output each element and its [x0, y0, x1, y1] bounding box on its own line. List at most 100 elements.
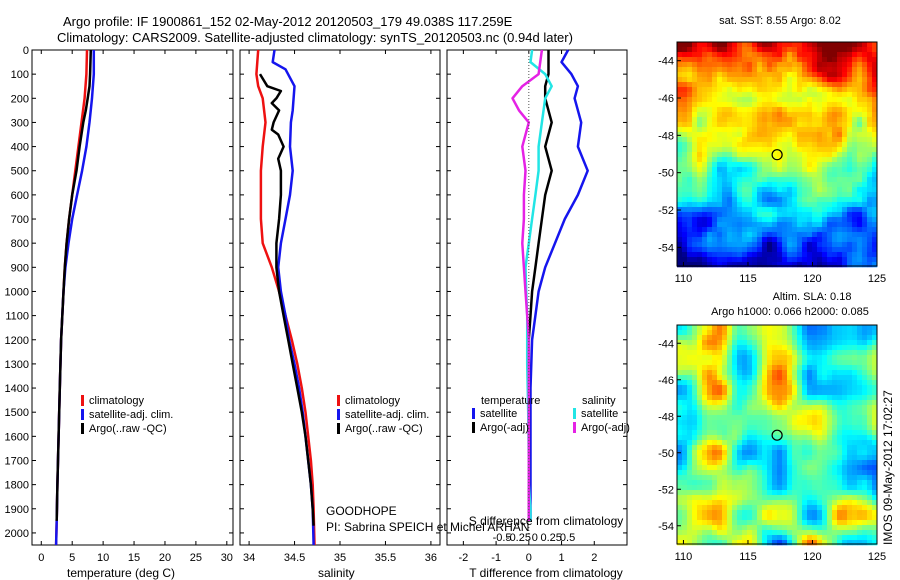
- sst-map-xtick-label: 125: [868, 273, 886, 285]
- depth-tick-label: 1000: [5, 286, 29, 298]
- depth-tick-label: 700: [11, 214, 29, 226]
- difference-xtick-label: 0: [526, 552, 532, 564]
- sla-map-panel: 110 115 120 125 -44 -46 -48 -50 -52 -54: [658, 324, 886, 563]
- sla-map-xtick-label: 110: [675, 551, 693, 563]
- depth-tick-label: 1400: [5, 383, 29, 395]
- temperature-xtick-label: 10: [97, 552, 109, 564]
- difference-frame: [446, 49, 628, 546]
- sla-map-xtick-label: 115: [739, 551, 757, 563]
- temperature-xlabel: temperature (deg C): [67, 566, 175, 580]
- sla-title-line1: Altim. SLA: 0.18: [773, 291, 852, 303]
- depth-tick-label: 2000: [5, 528, 29, 540]
- difference-s-tick-label: 0: [532, 532, 538, 544]
- sla-map-ytick-label: -52: [658, 484, 674, 496]
- temperature-legend-label: climatology: [89, 395, 145, 407]
- sst-map-argo-marker: [771, 149, 783, 161]
- salinity-xlabel: salinity: [318, 566, 355, 580]
- salinity-legend-label: Argo(..raw -QC): [345, 423, 423, 435]
- sst-map-ytick-label: -54: [658, 242, 674, 254]
- difference-series-magenta: [511, 49, 544, 521]
- difference-legend-swatch: [472, 422, 475, 433]
- temperature-frame: [31, 49, 234, 546]
- imos-stamp: IMOS 09-May-2012 17:02:27: [881, 390, 895, 545]
- difference-legend-label: Argo(-adj): [480, 422, 529, 434]
- temperature-legend-label: satellite-adj. clim.: [89, 409, 173, 421]
- temperature-legend-swatch: [81, 409, 84, 420]
- salinity-legend-label: climatology: [345, 395, 401, 407]
- temperature-xtick-label: 20: [159, 552, 171, 564]
- sla-map-frame: [676, 324, 878, 545]
- sst-map-xtick-label: 110: [675, 273, 693, 285]
- difference-s-tick-label: 0.5: [560, 532, 575, 544]
- salinity-legend-swatch: [337, 423, 340, 434]
- difference-s-tick-label: -0.5: [493, 532, 512, 544]
- difference-legend-label: satellite: [581, 408, 618, 420]
- depth-tick-label: 800: [11, 238, 29, 250]
- temperature-series-black: [55, 49, 93, 521]
- sla-map-xtick-label: 125: [868, 551, 886, 563]
- temperature-xtick-label: 25: [190, 552, 202, 564]
- difference-s-tick-label: -0.25: [506, 532, 531, 544]
- sst-map-ytick-label: -46: [658, 93, 674, 105]
- difference-legend-swatch: [472, 408, 475, 419]
- salinity-xtick-label: 36: [425, 552, 437, 564]
- depth-tick-label: 600: [11, 190, 29, 202]
- sst-map-panel: 110 115 120 125 -44 -46 -48 -50 -52 -54: [658, 41, 886, 285]
- salinity-xtick-label: 34: [243, 552, 255, 564]
- temperature-legend-swatch: [81, 423, 84, 434]
- salinity-series-blue: [271, 49, 315, 546]
- salinity-series-black: [258, 73, 315, 526]
- sst-map-cells: [677, 42, 878, 268]
- difference-legend-label: Argo(-adj): [581, 422, 630, 434]
- sla-map-argo-marker: [771, 429, 783, 441]
- depth-tick-label: 500: [11, 166, 29, 178]
- depth-tick-label: 1500: [5, 407, 29, 419]
- sla-map-ytick-label: -44: [658, 338, 674, 350]
- temperature-xtick-label: 15: [128, 552, 140, 564]
- sla-map-ytick-label: -54: [658, 521, 674, 533]
- depth-tick-label: 400: [11, 142, 29, 154]
- sla-map-ytick-label: -48: [658, 411, 674, 423]
- temperature-series-blue: [54, 50, 96, 546]
- temperature-panel: 0100200300400500600700800900100011001200…: [5, 45, 234, 564]
- salinity-legend-label: satellite-adj. clim.: [345, 409, 429, 421]
- header-line1: Argo profile: IF 1900861_152 02-May-2012…: [63, 14, 513, 29]
- difference-xlabel-top: S difference from climatology: [469, 514, 624, 528]
- difference-xlabel: T difference from climatology: [469, 566, 623, 580]
- temperature-legend-label: Argo(..raw -QC): [89, 423, 167, 435]
- depth-tick-label: 1100: [5, 311, 29, 323]
- sst-map-xtick-label: 115: [739, 273, 757, 285]
- difference-xtick-label: 1: [558, 552, 564, 564]
- salinity-xtick-label: 35: [334, 552, 346, 564]
- depth-tick-label: 1700: [5, 455, 29, 467]
- sst-title: sat. SST: 8.55 Argo: 8.02: [719, 15, 841, 27]
- sst-map-frame: [676, 41, 878, 267]
- sst-map-xtick-label: 120: [803, 273, 821, 285]
- sst-map-ytick-label: -50: [658, 168, 674, 180]
- salinity-series-red: [255, 49, 316, 546]
- salinity-panel: 34 34.5 35 35.5 36 climatology satellite-adj. …: [239, 49, 441, 564]
- sla-map-cells: [677, 325, 878, 546]
- depth-tick-label: 1200: [5, 335, 29, 347]
- depth-tick-label: 1900: [5, 504, 29, 516]
- sla-map-xtick-label: 120: [803, 551, 821, 563]
- sst-map-ytick-label: -48: [658, 130, 674, 142]
- salinity-frame: [239, 49, 441, 546]
- depth-tick-label: 900: [11, 262, 29, 274]
- difference-xtick-label: 2: [591, 552, 597, 564]
- sla-map-ytick-label: -50: [658, 448, 674, 460]
- difference-legend-title-s: salinity: [582, 395, 616, 407]
- difference-legend-swatch: [573, 422, 576, 433]
- difference-series-blue: [529, 49, 589, 521]
- temperature-xtick-label: 30: [221, 552, 233, 564]
- depth-tick-label: 1600: [5, 431, 29, 443]
- difference-legend-title-t: temperature: [481, 395, 540, 407]
- temperature-xtick-label: 0: [38, 552, 44, 564]
- depth-tick-label: 0: [23, 45, 29, 57]
- header-line2: Climatology: CARS2009. Satellite-adjuste…: [57, 30, 573, 45]
- depth-tick-label: 200: [11, 93, 29, 105]
- salinity-legend-swatch: [337, 395, 340, 406]
- salinity-legend-swatch: [337, 409, 340, 420]
